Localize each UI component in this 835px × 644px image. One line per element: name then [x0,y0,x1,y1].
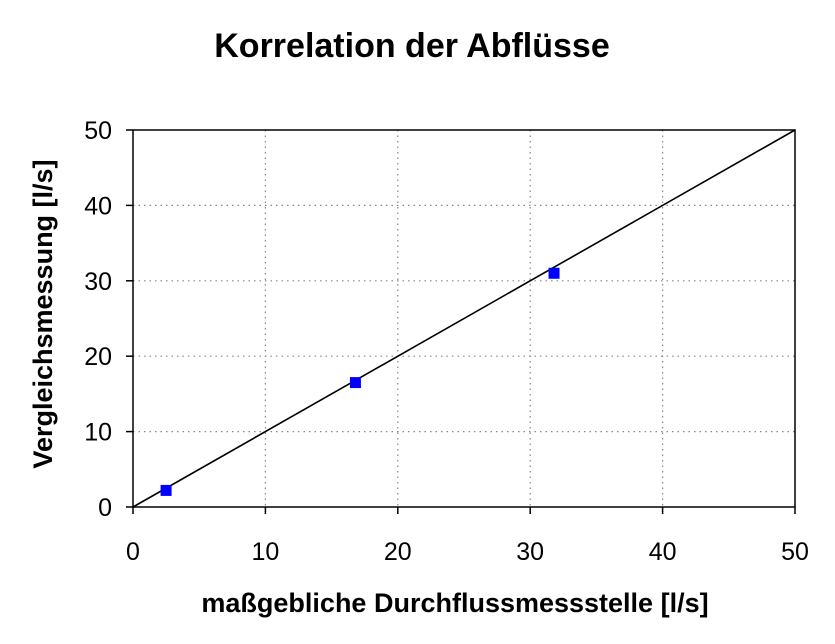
x-tick-label: 50 [781,538,809,566]
plot-area [132,129,796,508]
chart-title: Korrelation der Abflüsse [214,27,609,65]
x-tick-label: 30 [516,538,544,566]
y-tick-label: 30 [84,268,112,296]
y-tick-label: 40 [84,192,112,220]
gridlines [133,130,795,507]
plot-border [132,129,796,508]
data-point [160,484,172,496]
series [132,129,796,508]
y-axis-label: Vergleichsmessung [l/s] [28,159,58,468]
tick-labels: 0 10 20 30 40 50 0 10 20 30 40 50 [84,117,809,566]
x-tick-label: 40 [649,538,677,566]
x-tick-label: 10 [251,538,279,566]
reference-line [132,129,796,508]
y-tick-label: 10 [84,419,112,447]
x-tick-label: 0 [126,538,140,566]
data-point [548,267,560,279]
data-point [349,377,361,389]
y-tick-label: 20 [84,343,112,371]
x-axis-label: maßgebliche Durchflussmessstelle [l/s] [201,588,708,618]
x-tick-label: 20 [384,538,412,566]
y-tick-label: 0 [98,494,112,522]
y-tick-label: 50 [84,117,112,145]
